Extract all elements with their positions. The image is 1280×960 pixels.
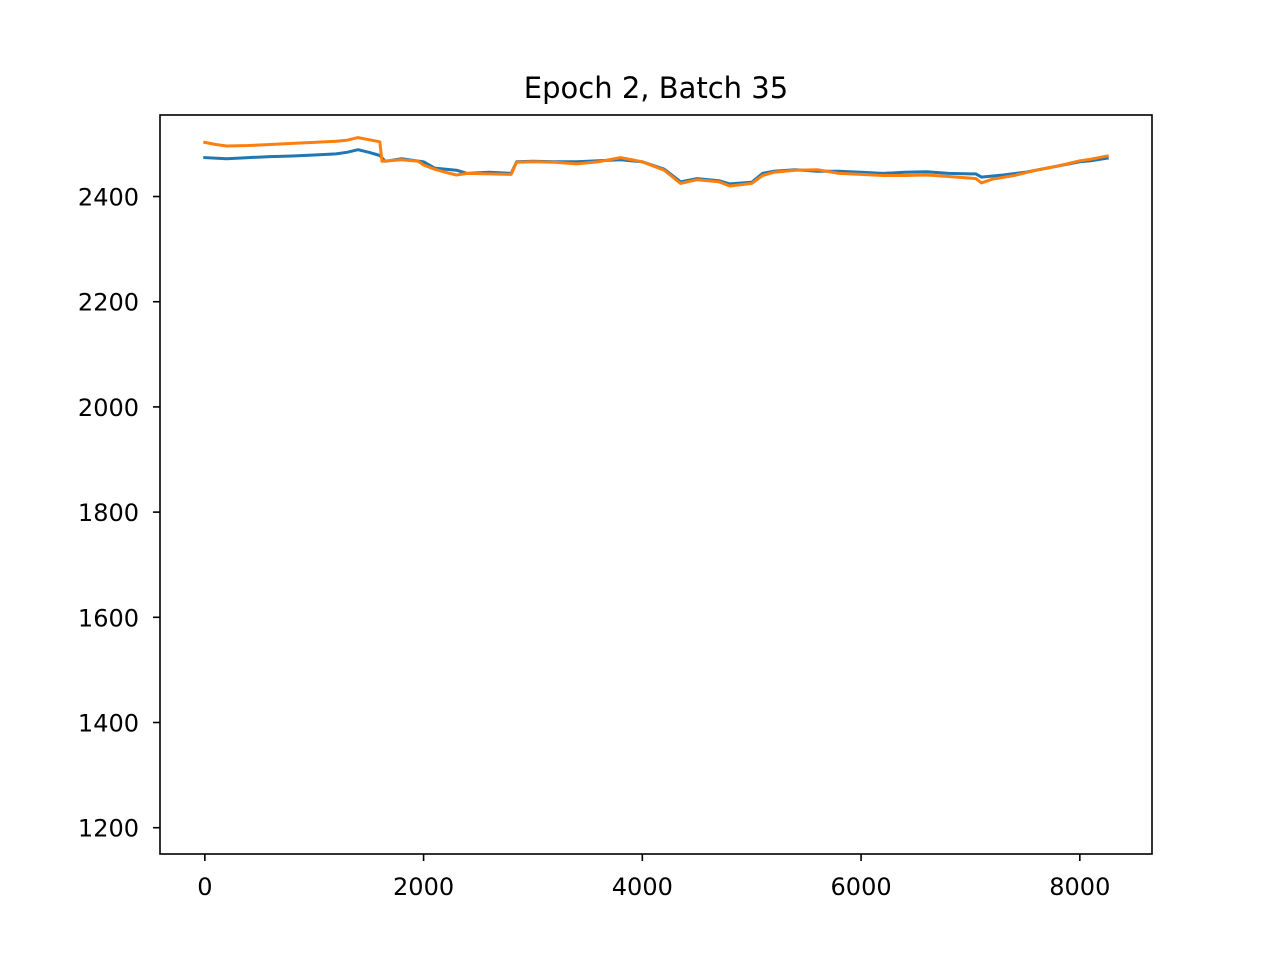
y-tick-label: 1800 (78, 499, 139, 527)
x-tick-label: 0 (197, 873, 212, 901)
plot-frame (159, 114, 1153, 855)
chart-title: Epoch 2, Batch 35 (524, 71, 788, 105)
x-tick-label: 2000 (393, 873, 454, 901)
series-layer (203, 136, 1109, 188)
y-axis: 1200 1400 1600 1800 2000 2200 2400 (78, 184, 160, 843)
x-tick-label: 8000 (1049, 873, 1110, 901)
x-tick-label: 4000 (612, 873, 673, 901)
x-tick-label: 6000 (831, 873, 892, 901)
y-tick-label: 1600 (78, 604, 139, 632)
x-axis: 0 2000 4000 6000 8000 (197, 854, 1110, 901)
y-tick-label: 1200 (78, 815, 139, 843)
series-line-2 (203, 136, 1109, 188)
y-tick-label: 2000 (78, 394, 139, 422)
y-tick-label: 1400 (78, 710, 139, 738)
y-tick-label: 2200 (78, 289, 139, 317)
y-tick-label: 2400 (78, 184, 139, 212)
